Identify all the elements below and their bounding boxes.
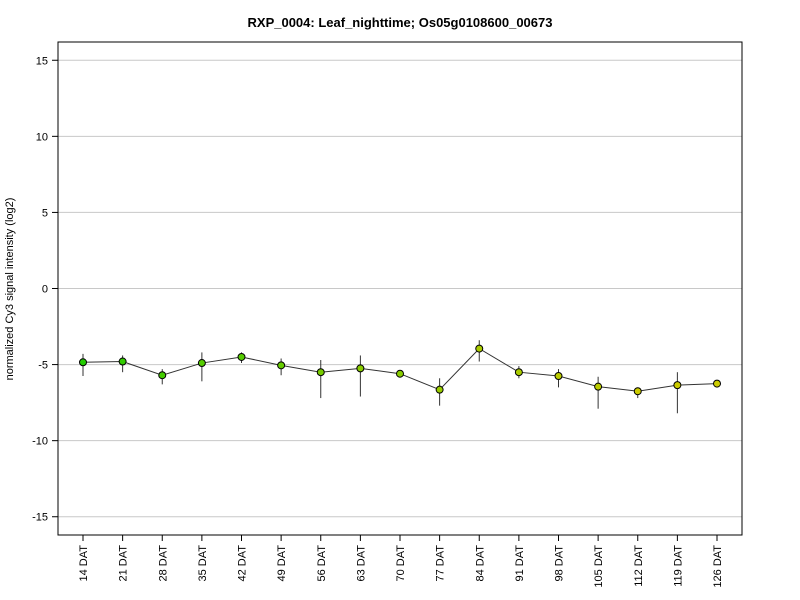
x-tick-label: 21 DAT [118, 545, 130, 582]
data-point [158, 371, 167, 380]
data-point [633, 387, 642, 396]
x-tick-label: 14 DAT [78, 545, 90, 582]
data-point [118, 357, 127, 366]
x-tick-label: 77 DAT [435, 545, 447, 582]
data-point [673, 381, 682, 390]
y-axis-label: normalized Cy3 signal intensity (log2) [4, 198, 16, 381]
data-point [396, 369, 404, 378]
y-axis: 15 10 5 0 -5 -10 -15 [32, 55, 58, 524]
x-tick-label: 70 DAT [395, 545, 407, 582]
x-tick-label: 91 DAT [514, 545, 526, 582]
x-tick-label: 28 DAT [157, 545, 169, 582]
data-point [713, 379, 721, 388]
data-point [237, 352, 246, 361]
chart-title: RXP_0004: Leaf_nighttime; Os05g0108600_0… [248, 15, 553, 30]
x-axis: 14 DAT 21 DAT 28 DAT 35 DAT 42 DAT 49 DAT 56 D… [78, 534, 724, 588]
y-tick-label: -10 [32, 436, 48, 448]
data-point [197, 359, 206, 368]
x-tick-label: 56 DAT [316, 545, 328, 582]
data-point [594, 382, 603, 391]
y-tick-label: 5 [42, 207, 48, 219]
data-points [79, 344, 721, 396]
x-tick-label: 42 DAT [237, 545, 249, 582]
gridlines [58, 59, 742, 518]
x-tick-label: 112 DAT [633, 545, 645, 587]
data-point [514, 368, 523, 377]
data-point [277, 361, 286, 370]
y-tick-label: -15 [32, 512, 48, 524]
x-tick-label: 49 DAT [276, 545, 288, 582]
data-point [316, 368, 325, 377]
data-point [475, 344, 484, 353]
x-tick-label: 105 DAT [593, 545, 605, 588]
data-point [79, 358, 87, 367]
data-point [554, 371, 563, 380]
x-tick-label: 84 DAT [474, 545, 486, 582]
x-tick-label: 35 DAT [197, 545, 209, 582]
data-point [435, 385, 444, 394]
x-tick-label: 126 DAT [712, 545, 724, 588]
x-tick-label: 119 DAT [672, 545, 684, 587]
y-tick-label: 0 [42, 284, 48, 296]
x-tick-label: 63 DAT [355, 545, 367, 582]
y-tick-label: 15 [36, 55, 48, 67]
y-tick-label: 10 [36, 131, 48, 143]
x-tick-label: 98 DAT [554, 545, 566, 582]
y-tick-label: -5 [38, 360, 48, 372]
data-point [356, 364, 365, 373]
